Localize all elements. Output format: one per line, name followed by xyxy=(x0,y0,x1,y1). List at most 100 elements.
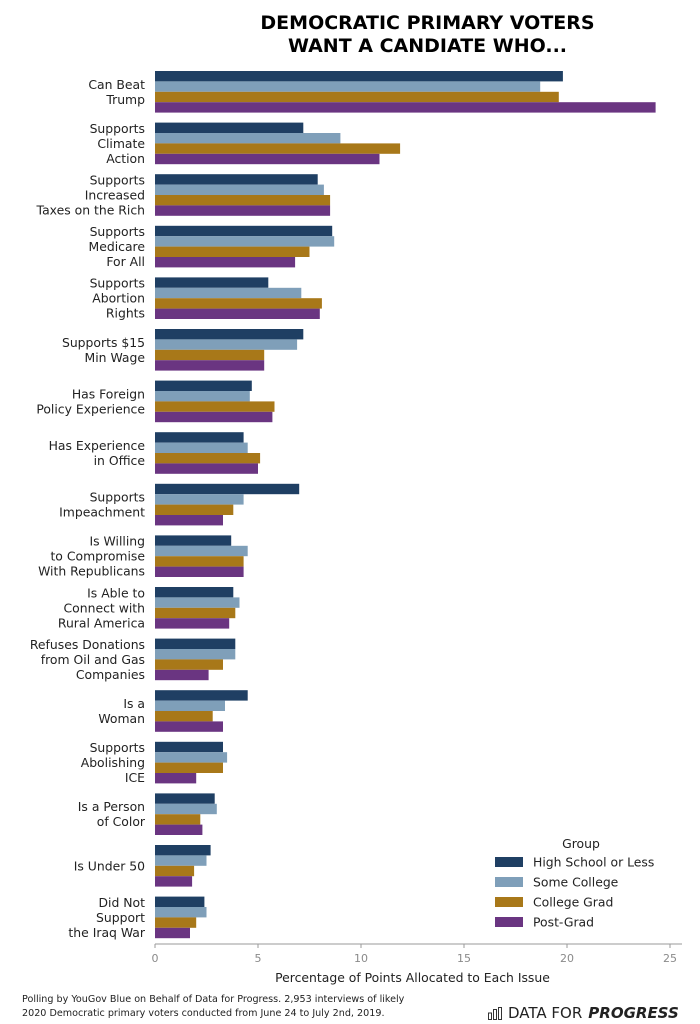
category-label-line: Min Wage xyxy=(85,350,145,365)
bar-some-college-14 xyxy=(155,803,217,815)
category-label-6: Has Foreign Policy Experience xyxy=(36,386,145,416)
category-label-line: Policy Experience xyxy=(36,401,145,416)
category-label-line: Impeachment xyxy=(59,505,145,520)
category-label-line: Refuses Donations xyxy=(30,637,145,652)
bar-chart-logo-icon xyxy=(488,1006,502,1020)
footnote-line-1: Polling by YouGov Blue on Behalf of Data… xyxy=(22,994,405,1005)
chart-title-line-2: WANT A CANDIATE WHO... xyxy=(287,35,568,57)
category-label-15: Is Under 50 xyxy=(74,858,145,873)
legend-label-0: High School or Less xyxy=(533,855,654,870)
legend-title: Group xyxy=(562,836,600,851)
bar-high-school-or-less-8 xyxy=(155,483,300,495)
bar-college-grad-6 xyxy=(155,401,275,412)
brand-text-progress: PROGRESS xyxy=(588,1004,679,1022)
bar-post-grad-3 xyxy=(155,257,296,268)
category-label-11: Refuses Donations from Oil and Gas Compani… xyxy=(30,637,145,682)
category-label-line: of Color xyxy=(97,814,146,829)
category-label-line: Is Under 50 xyxy=(74,858,145,873)
bar-some-college-2 xyxy=(155,184,324,195)
category-label-5: Supports $15 Min Wage xyxy=(62,335,145,365)
category-label-line: Abolishing xyxy=(81,755,145,770)
category-label-line: Trump xyxy=(105,92,145,107)
brand-logo: DATA FOR PROGRESS xyxy=(488,1003,679,1023)
bar-college-grad-9 xyxy=(155,556,244,567)
category-label-line: from Oil and Gas xyxy=(41,652,145,667)
bar-high-school-or-less-13 xyxy=(155,741,223,753)
category-label-line: Supports xyxy=(90,121,145,136)
category-label-line: Supports xyxy=(90,276,145,291)
bar-post-grad-8 xyxy=(155,515,223,526)
category-label-line: Woman xyxy=(98,711,145,726)
category-label-3: Supports Medicare For All xyxy=(89,224,145,269)
category-label-line: Did Not xyxy=(99,895,146,910)
category-label-line: in Office xyxy=(94,453,145,468)
category-label-line: Taxes on the Rich xyxy=(36,203,145,218)
category-label-line: ICE xyxy=(125,770,145,785)
bar-high-school-or-less-12 xyxy=(155,690,248,701)
bar-high-school-or-less-7 xyxy=(155,432,244,443)
category-label-2: Supports Increased Taxes on the Rich xyxy=(36,173,145,218)
bar-post-grad-11 xyxy=(155,669,209,681)
legend-label-3: Post-Grad xyxy=(533,915,594,930)
category-label-line: Increased xyxy=(85,188,145,203)
bar-college-grad-7 xyxy=(155,453,261,464)
category-label-line: Climate xyxy=(97,136,145,151)
category-label-0: Can Beat Trump xyxy=(88,77,145,107)
category-label-line: Supports xyxy=(90,740,145,755)
bar-college-grad-14 xyxy=(155,814,201,825)
bar-college-grad-11 xyxy=(155,659,223,670)
category-label-line: Has Experience xyxy=(49,438,145,453)
bar-post-grad-16 xyxy=(155,927,190,939)
bar-some-college-16 xyxy=(155,907,207,918)
category-label-line: Is a xyxy=(123,696,145,711)
chart-title: DEMOCRATIC PRIMARY VOTERS WANT A CANDIAT… xyxy=(155,12,700,58)
x-tick-label: 20 xyxy=(560,952,574,965)
bar-some-college-12 xyxy=(155,700,225,711)
bar-college-grad-3 xyxy=(155,246,310,257)
bar-post-grad-9 xyxy=(155,566,244,577)
bar-post-grad-13 xyxy=(155,773,197,784)
category-label-8: Supports Impeachment xyxy=(59,490,145,520)
category-label-line: Companies xyxy=(76,667,145,682)
bar-post-grad-6 xyxy=(155,411,273,423)
bar-high-school-or-less-5 xyxy=(155,329,304,340)
bar-post-grad-1 xyxy=(155,153,380,165)
category-label-line: Is a Person xyxy=(78,799,145,814)
bar-post-grad-4 xyxy=(155,308,320,319)
bar-some-college-6 xyxy=(155,391,250,402)
bar-college-grad-1 xyxy=(155,143,401,154)
bar-college-grad-4 xyxy=(155,298,322,309)
bar-high-school-or-less-14 xyxy=(155,793,215,804)
category-label-16: Did Not Support the Iraq War xyxy=(68,895,145,940)
bar-some-college-8 xyxy=(155,494,244,505)
bar-college-grad-13 xyxy=(155,762,223,773)
bar-high-school-or-less-6 xyxy=(155,380,252,391)
category-label-line: Is Willing xyxy=(89,534,145,549)
x-tick-label: 0 xyxy=(152,952,159,965)
footnote-line-2: 2020 Democratic primary voters conducted… xyxy=(22,1008,385,1019)
bar-some-college-15 xyxy=(155,855,207,866)
x-axis-label: Percentage of Points Allocated to Each I… xyxy=(275,970,550,985)
legend-swatch-1 xyxy=(495,877,523,887)
bar-post-grad-12 xyxy=(155,721,223,732)
category-label-line: Abortion xyxy=(92,291,145,306)
category-label-line: Support xyxy=(96,910,145,925)
category-label-4: Supports Abortion Rights xyxy=(90,276,145,321)
category-label-line: Action xyxy=(106,151,145,166)
brand-text-data-for: DATA FOR xyxy=(508,1004,583,1022)
bar-college-grad-10 xyxy=(155,607,236,619)
bar-post-grad-10 xyxy=(155,618,230,629)
bar-college-grad-8 xyxy=(155,504,234,515)
bar-post-grad-0 xyxy=(155,102,656,113)
bar-college-grad-0 xyxy=(155,91,559,103)
legend-swatch-0 xyxy=(495,857,523,867)
bar-post-grad-15 xyxy=(155,876,193,887)
bar-some-college-4 xyxy=(155,287,302,299)
legend-swatch-2 xyxy=(495,897,523,907)
legend-swatch-3 xyxy=(495,917,523,927)
category-label-12: Is a Woman xyxy=(98,696,145,726)
bar-high-school-or-less-16 xyxy=(155,896,205,907)
bar-post-grad-7 xyxy=(155,463,258,474)
category-label-line: to Compromise xyxy=(50,549,145,564)
